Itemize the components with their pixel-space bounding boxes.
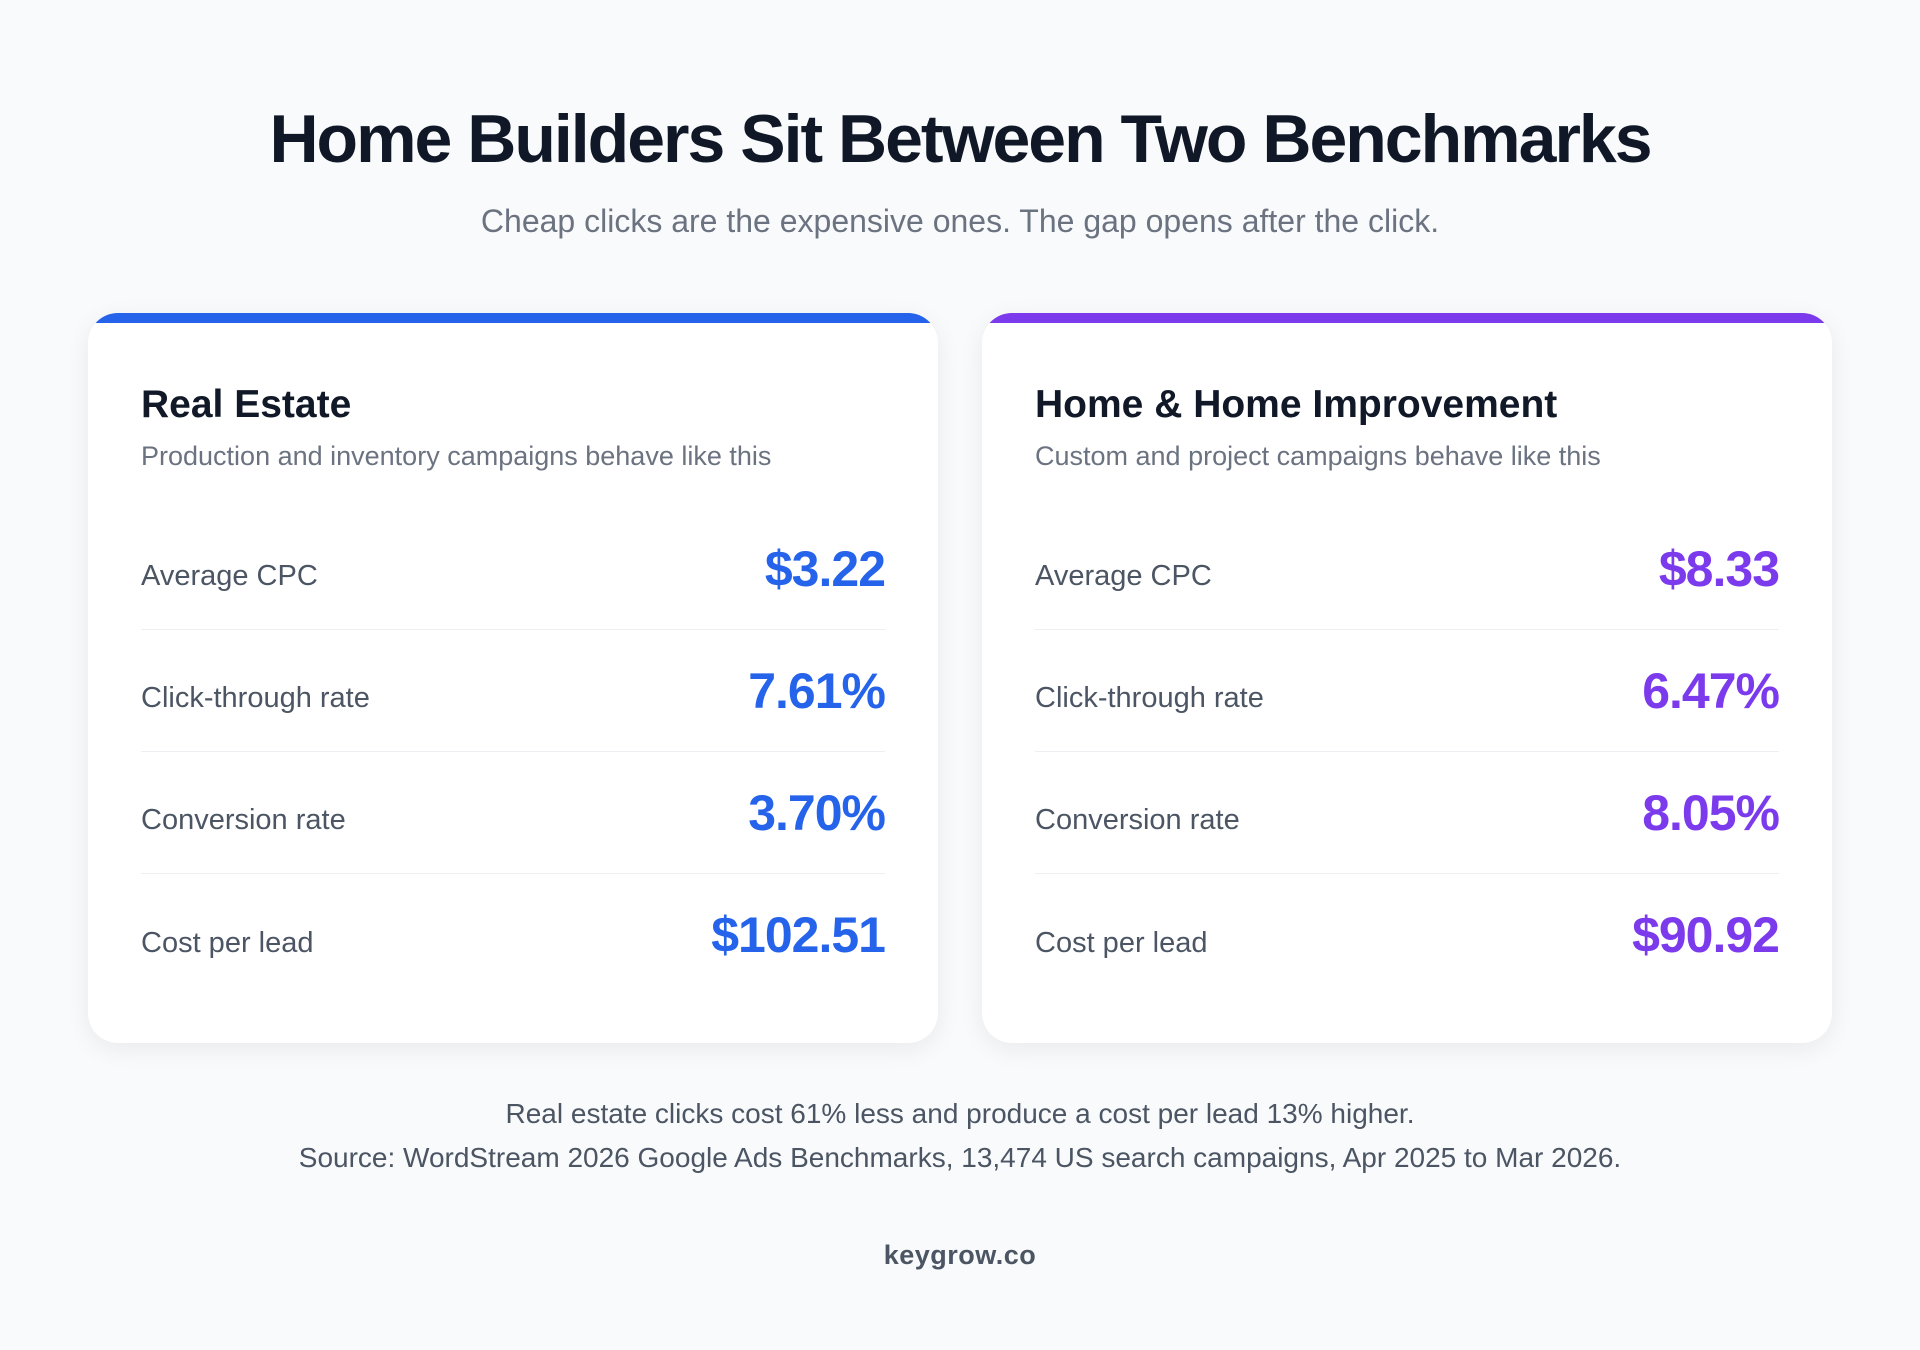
metric-label: Conversion rate [1035,804,1240,836]
metric-row-cost-per-lead: Cost per lead $90.92 [1035,874,1780,996]
metric-label: Cost per lead [1035,926,1208,959]
card-real-estate: Real Estate Production and inventory cam… [88,313,938,1043]
metric-value: 7.61% [748,662,886,719]
metrics-list: Average CPC $3.22 Click-through rate 7.6… [141,508,886,996]
metric-value: $102.51 [711,907,886,963]
metric-value: 8.05% [1642,784,1780,841]
metric-row-click-through-rate: Click-through rate 7.61% [141,630,886,752]
metrics-list: Average CPC $8.33 Click-through rate 6.4… [1035,508,1780,996]
metric-row-click-through-rate: Click-through rate 6.47% [1035,630,1780,752]
metric-value: $90.92 [1632,907,1780,963]
metric-label: Click-through rate [1035,682,1264,714]
footnote-summary: Real estate clicks cost 61% less and pro… [505,1098,1415,1129]
footnote-source: Source: WordStream 2026 Google Ads Bench… [298,1142,1622,1173]
card-accent-bar [982,313,1832,323]
card-title: Real Estate [141,383,352,426]
metric-row-conversion-rate: Conversion rate 3.70% [141,752,886,874]
metric-label: Click-through rate [141,682,370,714]
card-subtitle: Custom and project campaigns behave like… [1035,441,1601,471]
metric-value: 6.47% [1642,662,1780,719]
metric-row-average-cpc: Average CPC $3.22 [141,508,886,630]
metric-row-conversion-rate: Conversion rate 8.05% [1035,752,1780,874]
card-accent-bar [88,313,938,323]
metric-label: Cost per lead [141,926,314,959]
page-subtitle: Cheap clicks are the expensive ones. The… [480,203,1440,239]
metric-row-cost-per-lead: Cost per lead $102.51 [141,874,886,996]
metric-label: Average CPC [141,560,318,592]
metric-value: $3.22 [764,540,886,597]
brand-logo-text: keygrow.co [883,1240,1037,1270]
metric-value: 3.70% [748,784,886,841]
card-title: Home & Home Improvement [1035,383,1558,426]
card-subtitle: Production and inventory campaigns behav… [141,441,772,471]
card-home-improvement: Home & Home Improvement Custom and proje… [982,313,1832,1043]
metric-value: $8.33 [1658,540,1780,597]
metric-label: Conversion rate [141,804,346,836]
metric-label: Average CPC [1035,560,1212,592]
page-title: Home Builders Sit Between Two Benchmarks [269,101,1652,177]
metric-row-average-cpc: Average CPC $8.33 [1035,508,1780,630]
